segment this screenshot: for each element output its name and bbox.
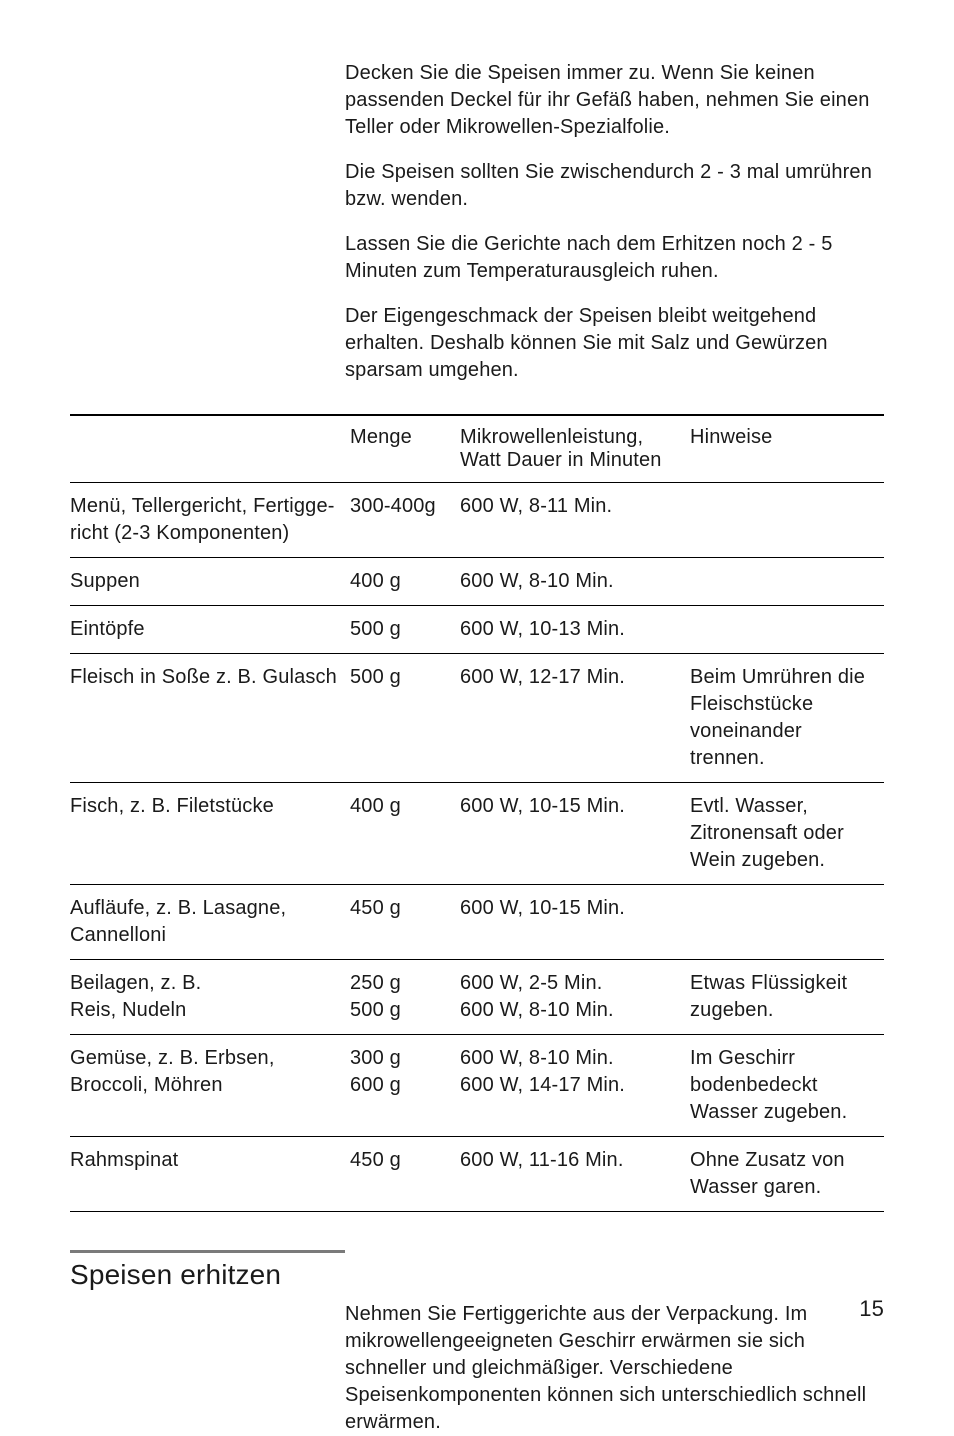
cell-power: 600 W, 12-17 Min. <box>460 654 690 783</box>
cell-amount: 500 g <box>350 606 460 654</box>
table-row: Aufläufe, z. B. Lasagne, Cannelloni450 g… <box>70 885 884 960</box>
page-number: 15 <box>859 1296 884 1322</box>
cell-hint: Etwas Flüssigkeit zuge­ben. <box>690 960 884 1035</box>
cell-amount: 300 g600 g <box>350 1035 460 1137</box>
cell-hint <box>690 558 884 606</box>
table-row: Rahmspinat450 g600 W, 11-16 Min.Ohne Zus… <box>70 1137 884 1212</box>
table-row: Suppen400 g600 W, 8-10 Min. <box>70 558 884 606</box>
cell-item: Fleisch in Soße z. B. Gulasch <box>70 654 350 783</box>
cell-hint: Ohne Zusatz von Wasser garen. <box>690 1137 884 1212</box>
section-paragraph: Nehmen Sie Fertiggerichte aus der Verpac… <box>345 1301 884 1436</box>
intro-block: Decken Sie die Speisen immer zu. Wenn Si… <box>345 60 884 384</box>
cell-hint: Im Geschirr bodenbe­deckt Wasser zugeben… <box>690 1035 884 1137</box>
cell-amount: 450 g <box>350 1137 460 1212</box>
cell-hint <box>690 483 884 558</box>
cell-item: Gemüse, z. B. Erbsen, Broccoli, Möhren <box>70 1035 350 1137</box>
cell-amount: 400 g <box>350 558 460 606</box>
cell-amount: 500 g <box>350 654 460 783</box>
cell-item: Suppen <box>70 558 350 606</box>
cell-power: 600 W, 8-11 Min. <box>460 483 690 558</box>
cell-power: 600 W, 10-13 Min. <box>460 606 690 654</box>
cell-power: 600 W, 8-10 Min.600 W, 14-17 Min. <box>460 1035 690 1137</box>
cell-power: 600 W, 2-5 Min.600 W, 8-10 Min. <box>460 960 690 1035</box>
cell-power: 600 W, 8-10 Min. <box>460 558 690 606</box>
cell-amount: 450 g <box>350 885 460 960</box>
cell-item: Rahmspinat <box>70 1137 350 1212</box>
col-header-hint: Hinweise <box>690 415 884 483</box>
cell-amount: 300-400g <box>350 483 460 558</box>
col-header-power: Mikrowellenleistung, Watt Dauer in Minut… <box>460 415 690 483</box>
cell-hint: Beim Umrühren die Fleischstücke voneinan… <box>690 654 884 783</box>
table-row: Beilagen, z. B.Reis, Nudeln250 g500 g600… <box>70 960 884 1035</box>
col-header-item <box>70 415 350 483</box>
table-row: Eintöpfe500 g600 W, 10-13 Min. <box>70 606 884 654</box>
cell-item: Aufläufe, z. B. Lasagne, Cannelloni <box>70 885 350 960</box>
cell-item: Fisch, z. B. Filetstücke <box>70 783 350 885</box>
table-row: Fisch, z. B. Filetstücke400 g600 W, 10-1… <box>70 783 884 885</box>
intro-paragraph: Die Speisen sollten Sie zwischendurch 2 … <box>345 159 884 213</box>
intro-paragraph: Decken Sie die Speisen immer zu. Wenn Si… <box>345 60 884 141</box>
intro-paragraph: Der Eigengeschmack der Speisen bleibt we… <box>345 303 884 384</box>
cell-power: 600 W, 10-15 Min. <box>460 885 690 960</box>
heating-table: Menge Mikrowellenleistung, Watt Dauer in… <box>70 414 884 1212</box>
cell-item: Eintöpfe <box>70 606 350 654</box>
intro-paragraph: Lassen Sie die Gerichte nach dem Erhitze… <box>345 231 884 285</box>
cell-hint <box>690 606 884 654</box>
table-row: Menü, Tellergericht, Fertigge­richt (2-3… <box>70 483 884 558</box>
cell-hint: Evtl. Wasser, Zitronensaft oder Wein zug… <box>690 783 884 885</box>
cell-power: 600 W, 10-15 Min. <box>460 783 690 885</box>
section-rule <box>70 1250 345 1253</box>
section-body: Nehmen Sie Fertiggerichte aus der Verpac… <box>345 1301 884 1436</box>
cell-item: Menü, Tellergericht, Fertigge­richt (2-3… <box>70 483 350 558</box>
cell-hint <box>690 885 884 960</box>
cell-amount: 250 g500 g <box>350 960 460 1035</box>
section-heading: Speisen erhitzen <box>70 1259 884 1291</box>
cell-item: Beilagen, z. B.Reis, Nudeln <box>70 960 350 1035</box>
cell-power: 600 W, 11-16 Min. <box>460 1137 690 1212</box>
table-row: Fleisch in Soße z. B. Gulasch500 g600 W,… <box>70 654 884 783</box>
col-header-amount: Menge <box>350 415 460 483</box>
cell-amount: 400 g <box>350 783 460 885</box>
table-header-row: Menge Mikrowellenleistung, Watt Dauer in… <box>70 415 884 483</box>
table-row: Gemüse, z. B. Erbsen, Broccoli, Möhren30… <box>70 1035 884 1137</box>
